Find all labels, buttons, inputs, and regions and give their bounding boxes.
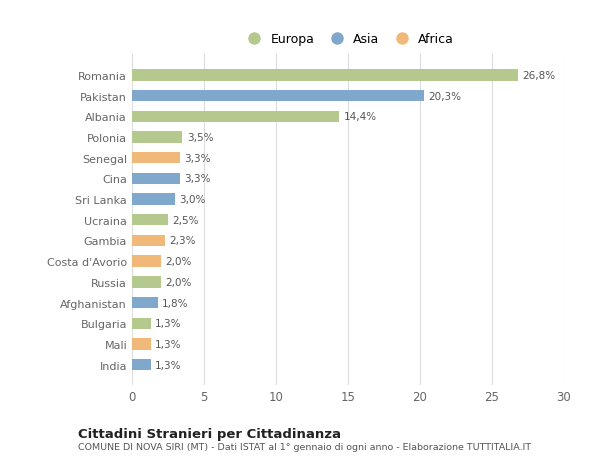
Text: 2,5%: 2,5% — [172, 215, 199, 225]
Bar — [132, 359, 151, 370]
Bar — [132, 174, 179, 185]
Bar — [132, 91, 424, 102]
Bar — [132, 297, 158, 308]
Text: 20,3%: 20,3% — [428, 91, 461, 101]
Text: 1,3%: 1,3% — [155, 360, 182, 370]
Text: 2,0%: 2,0% — [165, 257, 191, 267]
Text: 1,8%: 1,8% — [162, 298, 189, 308]
Bar — [132, 194, 175, 205]
Text: 14,4%: 14,4% — [344, 112, 377, 122]
Bar — [132, 132, 182, 143]
Text: COMUNE DI NOVA SIRI (MT) - Dati ISTAT al 1° gennaio di ogni anno - Elaborazione : COMUNE DI NOVA SIRI (MT) - Dati ISTAT al… — [78, 442, 531, 451]
Bar — [132, 235, 165, 246]
Text: 3,5%: 3,5% — [187, 133, 213, 143]
Text: 3,3%: 3,3% — [184, 174, 211, 184]
Bar — [132, 339, 151, 350]
Legend: Europa, Asia, Africa: Europa, Asia, Africa — [237, 28, 459, 51]
Text: 2,3%: 2,3% — [169, 236, 196, 246]
Bar — [132, 277, 161, 288]
Text: 1,3%: 1,3% — [155, 319, 182, 329]
Text: 2,0%: 2,0% — [165, 277, 191, 287]
Bar — [132, 112, 340, 123]
Bar — [132, 318, 151, 329]
Text: 26,8%: 26,8% — [522, 71, 556, 81]
Bar — [132, 256, 161, 267]
Bar — [132, 153, 179, 164]
Text: 3,3%: 3,3% — [184, 153, 211, 163]
Bar — [132, 215, 168, 226]
Bar — [132, 70, 518, 81]
Text: Cittadini Stranieri per Cittadinanza: Cittadini Stranieri per Cittadinanza — [78, 427, 341, 440]
Text: 1,3%: 1,3% — [155, 339, 182, 349]
Text: 3,0%: 3,0% — [179, 195, 206, 205]
